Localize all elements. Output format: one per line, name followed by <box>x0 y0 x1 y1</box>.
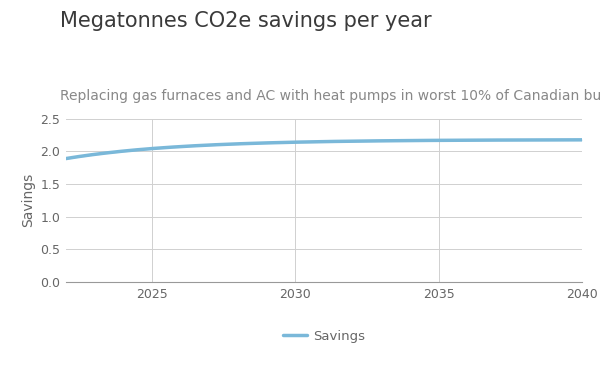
Savings <box>497 138 505 142</box>
Savings <box>370 139 377 143</box>
Savings <box>578 138 586 142</box>
Line: Savings: Savings <box>66 140 582 158</box>
Text: Replacing gas furnaces and AC with heat pumps in worst 10% of Canadian buildings: Replacing gas furnaces and AC with heat … <box>60 89 600 103</box>
Text: Megatonnes CO2e savings per year: Megatonnes CO2e savings per year <box>60 11 431 31</box>
Savings <box>368 139 375 143</box>
Savings <box>378 139 385 143</box>
Y-axis label: Savings: Savings <box>21 173 35 227</box>
Legend: Savings: Savings <box>278 325 370 348</box>
Savings <box>64 156 71 161</box>
Savings <box>62 156 70 161</box>
Savings <box>530 138 537 142</box>
